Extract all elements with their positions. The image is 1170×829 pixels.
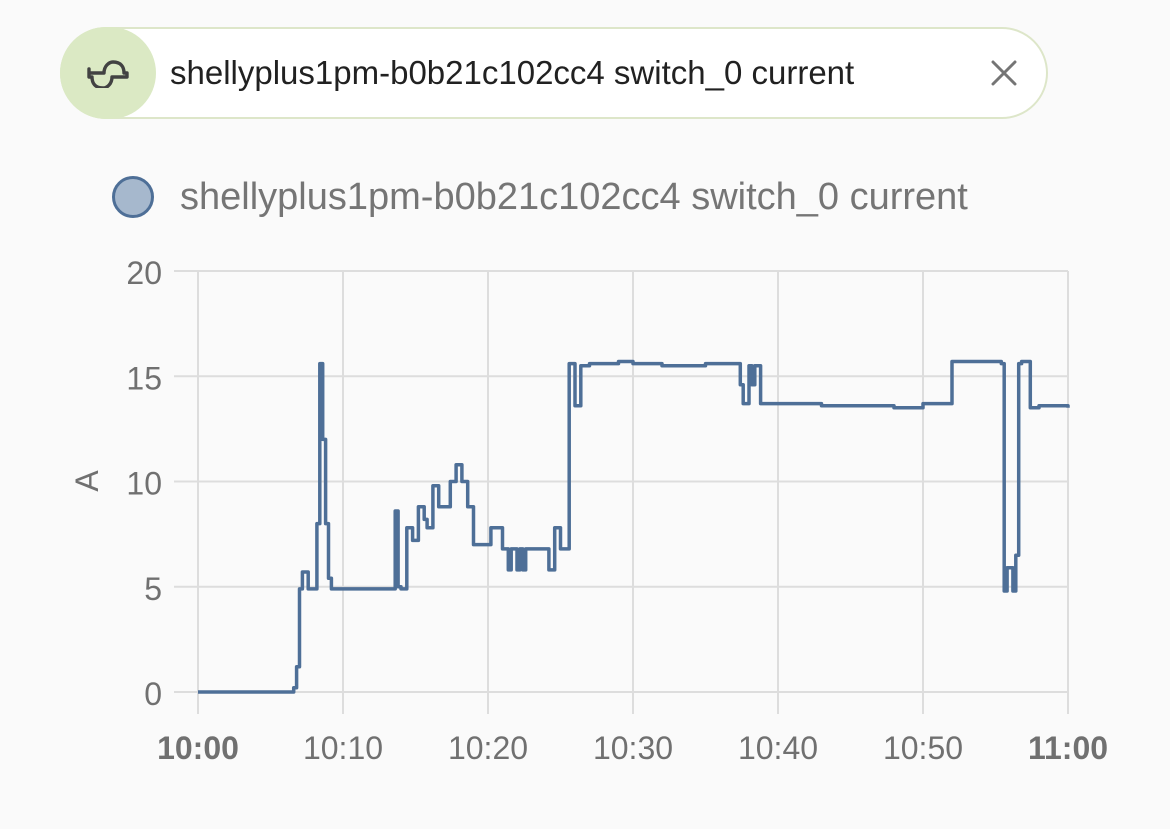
chip-label: shellyplus1pm-b0b21c102cc4 switch_0 curr… xyxy=(170,54,855,91)
series-line-0 xyxy=(198,359,1070,694)
legend-swatch xyxy=(112,176,154,218)
close-icon[interactable] xyxy=(984,53,1024,93)
sine-wave-icon xyxy=(60,27,156,119)
x-tick-label: 10:50 xyxy=(883,730,963,766)
entity-filter-chip: shellyplus1pm-b0b21c102cc4 switch_0 curr… xyxy=(60,27,1048,119)
legend-label: shellyplus1pm-b0b21c102cc4 switch_0 curr… xyxy=(180,175,968,218)
chart-legend-item[interactable]: shellyplus1pm-b0b21c102cc4 switch_0 curr… xyxy=(112,172,968,222)
chart-series xyxy=(198,359,1070,694)
x-tick-label: 10:30 xyxy=(593,730,673,766)
x-tick-label: 10:40 xyxy=(738,730,818,766)
chart-grid xyxy=(174,270,1069,714)
y-axis-ticks: 0 5 10 15 20 xyxy=(126,255,162,712)
x-tick-label: 10:20 xyxy=(448,730,528,766)
y-tick-label: 0 xyxy=(144,676,162,712)
x-axis-ticks: 10:00 10:10 10:20 10:30 10:40 10:50 11:00 xyxy=(157,730,1108,766)
y-tick-label: 20 xyxy=(126,255,162,291)
y-tick-label: 5 xyxy=(144,571,162,607)
y-axis-label: A xyxy=(69,470,105,492)
x-tick-label: 10:00 xyxy=(157,730,239,766)
x-tick-label: 10:10 xyxy=(303,730,383,766)
x-tick-label: 11:00 xyxy=(1028,730,1108,766)
y-tick-label: 10 xyxy=(126,466,162,502)
y-tick-label: 15 xyxy=(126,360,162,396)
